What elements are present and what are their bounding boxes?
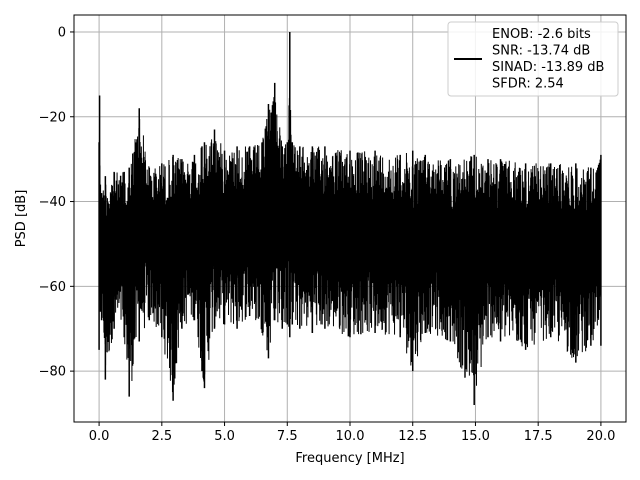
x-tick-label: 12.5: [398, 429, 427, 444]
y-axis: 0 −20 −40 −60 −80: [39, 25, 74, 380]
x-tick-label: 20.0: [586, 429, 615, 444]
x-tick-label: 2.5: [151, 429, 172, 444]
legend-box: [447, 21, 619, 97]
y-tick-label: 0: [58, 25, 66, 40]
x-tick-label: 15.0: [461, 429, 490, 444]
x-tick-label: 17.5: [524, 429, 553, 444]
x-tick-label: 10.0: [336, 429, 365, 444]
x-axis-label: Frequency [MHz]: [295, 451, 404, 466]
legend-entry-snr: SNR: -13.74 dB: [492, 44, 590, 59]
legend-entry-enob: ENOB: -2.6 bits: [492, 27, 591, 42]
legend: ENOB: -2.6 bits SNR: -13.74 dB SINAD: -1…: [447, 21, 619, 97]
y-axis-label: PSD [dB]: [14, 190, 29, 248]
psd-trace: [98, 31, 602, 406]
x-tick-label: 5.0: [214, 429, 235, 444]
y-tick-label: −80: [39, 365, 66, 380]
y-tick-label: −60: [39, 280, 66, 295]
y-tick-label: −40: [39, 195, 66, 210]
legend-entry-sinad: SINAD: -13.89 dB: [492, 60, 604, 75]
x-tick-label: 0.0: [89, 429, 110, 444]
y-tick-label: −20: [39, 110, 66, 125]
x-tick-label: 7.5: [277, 429, 298, 444]
legend-entry-sfdr: SFDR: 2.54: [492, 77, 564, 92]
x-axis: 0.0 2.5 5.0 7.5 10.0 12.5 15.0 17.5 20.0: [89, 422, 615, 444]
